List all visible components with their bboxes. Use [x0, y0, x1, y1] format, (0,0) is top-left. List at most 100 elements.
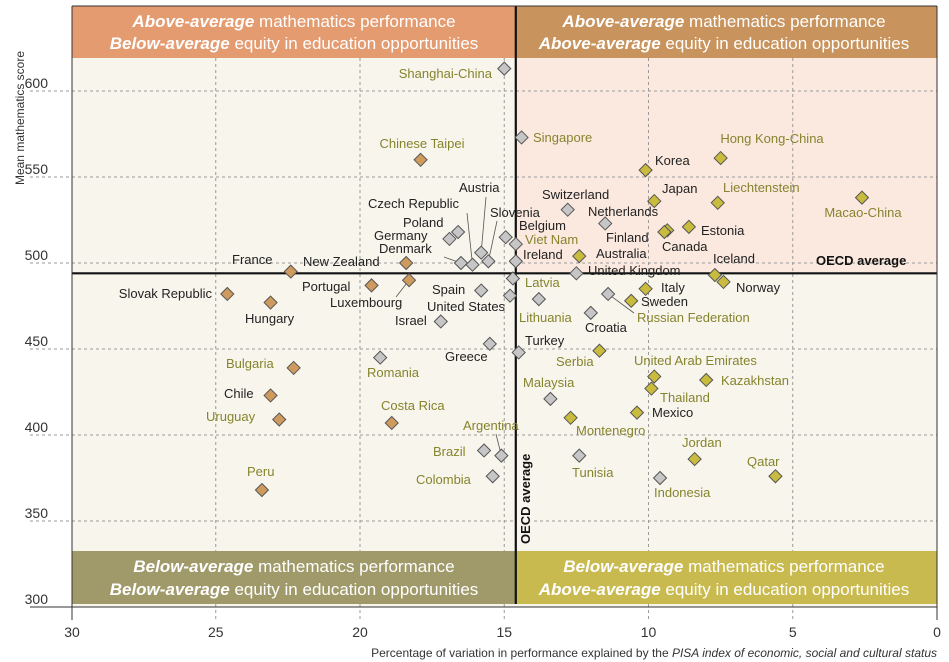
data-point-united-arab-emirates [647, 369, 662, 384]
data-point-united-states [502, 288, 518, 303]
data-point-lithuania [531, 291, 547, 307]
data-point-switzerland [560, 202, 575, 217]
point-label-greece: Greece [445, 349, 488, 364]
quadrant-text: mathematics performance [684, 12, 885, 31]
data-points [220, 61, 870, 498]
data-point-korea [638, 162, 653, 178]
quadrant-bottom-right: Below-average mathematics performance Ab… [516, 551, 937, 604]
data-point-brazil [476, 443, 492, 458]
x-axis-title-prefix: Percentage of variation in performance e… [371, 646, 672, 660]
data-point-greece [482, 336, 498, 352]
point-label-portugal: Portugal [302, 279, 351, 294]
point-label-liechtenstein: Liechtenstein [723, 180, 800, 195]
point-label-korea: Korea [655, 153, 690, 168]
data-point-australia [572, 248, 587, 264]
leader-line-russian-federation [607, 293, 635, 314]
leader-line-slovenia [487, 220, 498, 262]
data-point-indonesia [652, 470, 668, 486]
data-point-austria [473, 245, 489, 260]
quadrant-emphasis: Above-average [538, 580, 661, 599]
point-label-finland: Finland [606, 230, 649, 245]
data-point-costa-rica [384, 415, 399, 431]
svg-text:Above-average equity in educat: Above-average equity in education opport… [538, 34, 909, 53]
data-point-shanghai-china [497, 61, 512, 76]
leader-line-austria [480, 196, 487, 253]
data-point-sweden [623, 293, 639, 309]
point-label-iceland: Iceland [713, 251, 755, 266]
point-label-chile: Chile [224, 386, 254, 401]
data-point-japan [647, 193, 662, 209]
data-point-liechtenstein [710, 195, 725, 211]
oecd-average-lines: OECD average OECD average [72, 6, 937, 604]
tick-labels: 300 350 400 450 500 550 600 30 25 20 15 10 5 0 [25, 75, 941, 640]
point-label-argentina: Argentina [463, 418, 519, 433]
data-point-romania [372, 350, 388, 365]
point-label-tunisia: Tunisia [572, 465, 614, 480]
point-label-italy: Italy [661, 280, 685, 295]
y-tick-label: 400 [25, 419, 49, 435]
quadrant-text: mathematics performance [254, 12, 455, 31]
x-tick-label: 5 [789, 624, 797, 640]
point-label-united-kingdom: United Kingdom [588, 263, 681, 278]
svg-text:Above-average equity in educat: Above-average equity in education opport… [538, 580, 909, 599]
data-point-turkey [511, 345, 526, 360]
data-point-slovenia [481, 254, 496, 269]
data-point-singapore [514, 130, 529, 145]
data-point-hong-kong-china [713, 150, 728, 166]
point-label-belgium: Belgium [519, 218, 566, 233]
point-label-slovak-republic: Slovak Republic [119, 286, 213, 301]
point-label-spain: Spain [432, 282, 465, 297]
data-point-iceland [707, 267, 723, 283]
point-label-united-arab-emirates: United Arab Emirates [634, 353, 757, 368]
data-point-chinese-taipei [413, 152, 428, 168]
data-point-kazakhstan [698, 372, 714, 388]
point-label-brazil: Brazil [433, 444, 466, 459]
data-point-peru [254, 482, 270, 498]
quadrant-emphasis: Below-average [110, 34, 230, 53]
point-label-qatar: Qatar [747, 454, 780, 469]
point-label-united-states: United States [427, 299, 506, 314]
point-label-serbia: Serbia [556, 354, 594, 369]
point-label-mexico: Mexico [652, 405, 693, 420]
x-tick-label: 10 [641, 624, 657, 640]
quadrant-text: equity in education opportunities [230, 580, 479, 599]
quadrant-top-left: Above-average mathematics performance Be… [72, 6, 516, 58]
point-label-poland: Poland [403, 215, 443, 230]
quadrant-emphasis: Below-average [110, 580, 230, 599]
quadrant-emphasis: Below-average [563, 557, 683, 576]
point-labels: Shanghai-China Singapore Chinese Taipei Hon… [119, 66, 903, 500]
point-label-shanghai-china: Shanghai-China [399, 66, 493, 81]
data-point-belgium [498, 229, 513, 245]
data-point-mexico [629, 405, 645, 420]
data-point-qatar [768, 469, 783, 484]
x-axis-title: Percentage of variation in performance e… [371, 646, 937, 660]
point-label-montenegro: Montenegro [576, 423, 645, 438]
point-label-colombia: Colombia [416, 472, 472, 487]
leader-line-czech-republic [466, 212, 473, 265]
data-point-russian-federation [600, 286, 616, 302]
point-label-malaysia: Malaysia [523, 375, 575, 390]
point-label-singapore: Singapore [533, 130, 592, 145]
data-point-macao-china [854, 190, 870, 205]
data-point-czech-republic [465, 257, 480, 272]
point-label-turkey: Turkey [525, 333, 565, 348]
data-point-united-kingdom [569, 266, 584, 281]
x-tick-label: 0 [933, 624, 941, 640]
oecd-average-horizontal-label: OECD average [816, 253, 906, 268]
data-point-portugal [364, 278, 379, 293]
data-point-hungary [263, 295, 278, 310]
point-label-uruguay: Uruguay [206, 409, 256, 424]
data-point-germany [442, 231, 457, 247]
point-label-new-zealand: New Zealand [303, 254, 380, 269]
x-tick-label: 30 [64, 624, 80, 640]
point-label-sweden: Sweden [641, 294, 688, 309]
y-tick-label: 350 [25, 505, 49, 521]
data-point-latvia [505, 271, 521, 286]
grid [30, 58, 937, 620]
data-point-uruguay [272, 412, 287, 427]
svg-text:Below-average equity in educat: Below-average equity in education opport… [110, 580, 479, 599]
data-point-bulgaria [286, 360, 301, 376]
quadrant-bottom-left: Below-average mathematics performance Be… [72, 551, 516, 604]
data-point-denmark [453, 255, 469, 271]
point-label-lithuania: Lithuania [519, 310, 573, 325]
